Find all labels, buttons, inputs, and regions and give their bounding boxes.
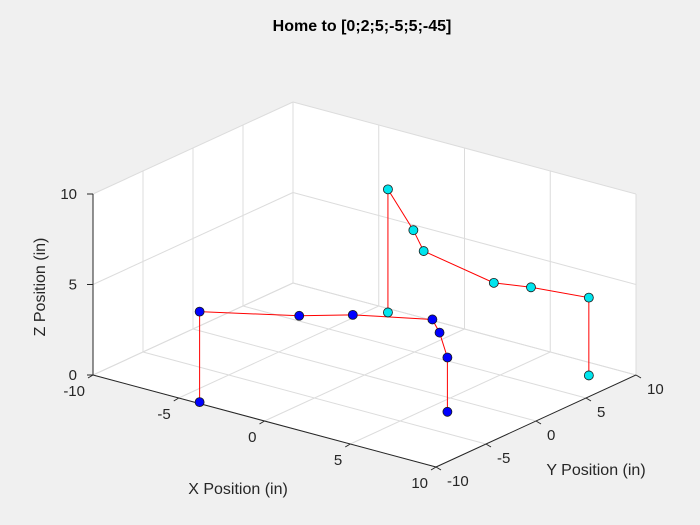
grid-line-z-left — [92, 101, 294, 195]
y-axis-label: Y Position (in) — [546, 462, 645, 479]
y-tick-mark — [535, 420, 542, 425]
joint-marker — [418, 246, 429, 256]
z-tick-label: 10 — [60, 186, 77, 203]
x-tick-label: -5 — [157, 406, 170, 423]
x-tick-mark — [430, 466, 437, 471]
grid-line-y-floor — [192, 328, 537, 422]
joint-marker — [408, 225, 419, 236]
y-tick-mark — [585, 397, 592, 402]
joint-marker — [526, 282, 536, 293]
joint-marker — [488, 277, 499, 288]
x-tick-label: 10 — [411, 475, 428, 492]
series-1 — [194, 306, 453, 417]
joint-marker — [583, 292, 594, 303]
link-line — [387, 187, 590, 376]
joint-marker — [442, 352, 453, 363]
joint-marker — [434, 327, 445, 338]
grid-line-y-floor — [242, 305, 587, 399]
joint-marker — [194, 306, 205, 317]
y-tick-mark — [435, 466, 442, 471]
grid-line-z-right — [292, 101, 637, 195]
z-axis-label: Z Position (in) — [32, 238, 49, 337]
y-tick-mark — [635, 374, 642, 379]
joint-marker — [383, 184, 393, 195]
joint-marker — [427, 314, 438, 325]
y-tick-label: -5 — [497, 450, 510, 467]
y-tick-label: 0 — [547, 427, 555, 444]
x-tick-label: -10 — [63, 383, 85, 400]
x-axis-label: X Position (in) — [188, 481, 288, 498]
x-tick-mark — [259, 420, 265, 425]
y-tick-label: 5 — [597, 404, 605, 421]
y-tick-label: 10 — [647, 381, 664, 398]
grid-line-z-left — [92, 192, 294, 285]
x-tick-label: 5 — [334, 452, 342, 469]
grid-line-z-right — [292, 192, 637, 285]
x-tick-mark — [344, 443, 351, 448]
plot-data — [194, 184, 594, 417]
x-tick-label: 0 — [248, 429, 256, 446]
joint-marker — [583, 370, 594, 381]
joint-marker — [194, 397, 205, 408]
x-tick-mark — [173, 397, 180, 402]
grid-line-y-floor — [142, 351, 487, 445]
z-tick-label: 0 — [69, 367, 77, 384]
grid-line-z-right — [292, 282, 637, 376]
y-tick-label: -10 — [447, 473, 469, 490]
series-2 — [383, 184, 594, 381]
joint-marker — [442, 406, 453, 417]
z-tick-label: 5 — [69, 277, 77, 294]
grid-line-z-left — [92, 282, 294, 376]
joint-marker — [347, 309, 358, 320]
chart-title: Home to [0;2;5;-5;5;-45] — [273, 18, 452, 35]
joint-marker — [383, 307, 393, 318]
y-tick-mark — [485, 443, 492, 448]
plot-axes: -10 -5 0 5 10 -10 -5 0 5 10 0 5 10 — [60, 101, 664, 492]
joint-marker — [294, 310, 305, 321]
